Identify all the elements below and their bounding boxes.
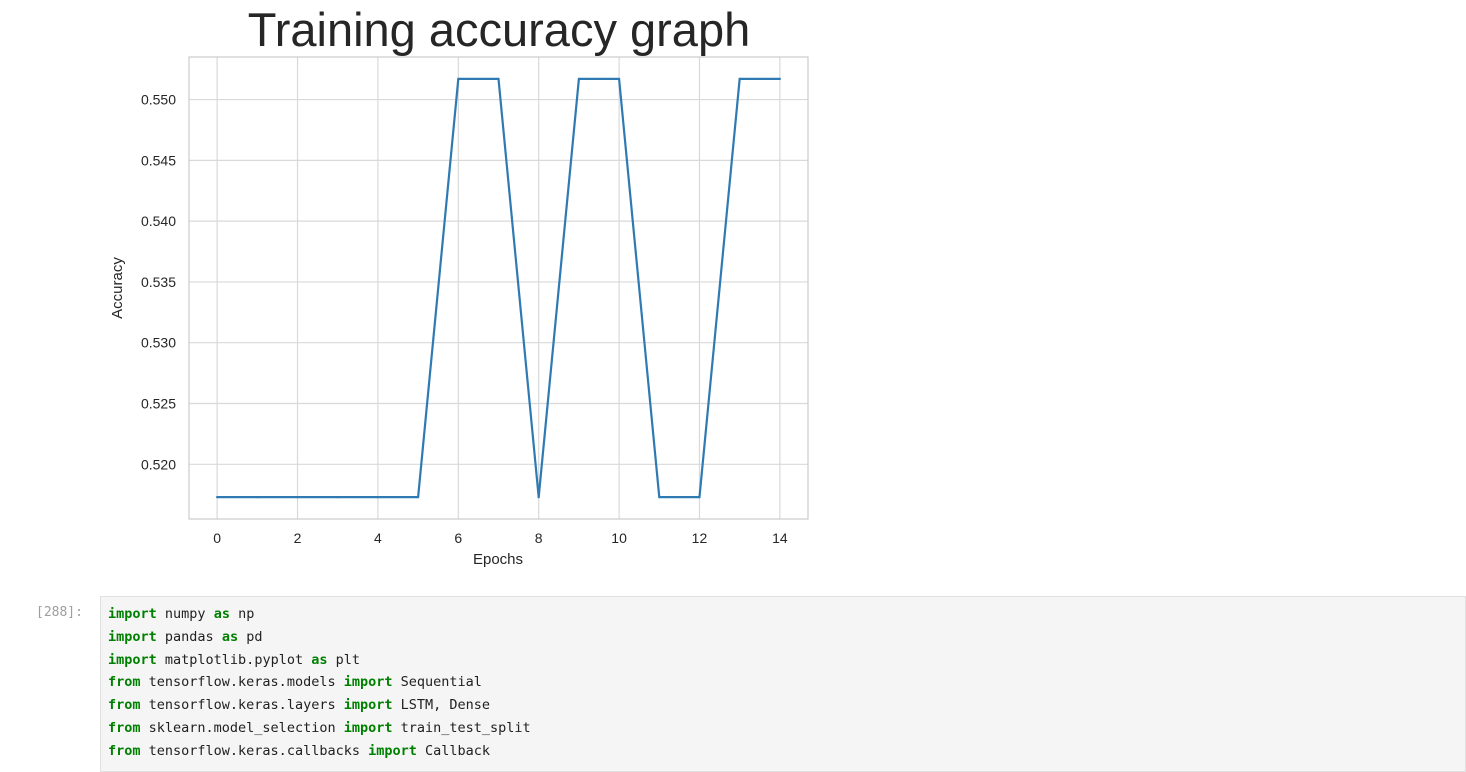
- code-line: from tensorflow.keras.callbacks import C…: [108, 740, 531, 763]
- x-tick-label: 2: [294, 530, 302, 546]
- y-tick-label: 0.545: [141, 152, 176, 168]
- code-token: Sequential: [392, 674, 482, 691]
- code-keyword: from: [108, 697, 141, 714]
- code-line: from tensorflow.keras.models import Sequ…: [108, 671, 531, 694]
- data-point: [577, 77, 580, 80]
- code-text[interactable]: import numpy as np import pandas as pd imp…: [108, 603, 531, 763]
- code-token: sklearn.model_selection: [140, 719, 344, 736]
- data-point: [457, 77, 460, 80]
- x-tick-label: 0: [213, 530, 221, 546]
- data-point: [497, 77, 500, 80]
- code-token: matplotlib.pyplot: [156, 651, 312, 668]
- data-point: [376, 496, 380, 499]
- code-line: import pandas as pd: [108, 626, 531, 649]
- y-axis-label: Accuracy: [109, 257, 126, 319]
- chart-output: 0 2 4 6 8 10 12 14 0.520 0.525 0.530 0.535 0.540 0.54…: [0, 0, 830, 580]
- data-point: [537, 496, 540, 499]
- x-tick-label: 12: [692, 530, 708, 546]
- code-line: import numpy as np: [108, 603, 531, 626]
- code-token: Callback: [416, 742, 491, 759]
- code-keyword: from: [108, 742, 141, 759]
- code-token: tensorflow.keras.callbacks: [140, 742, 369, 759]
- code-keyword: import: [343, 719, 393, 736]
- code-line: import matplotlib.pyplot as plt: [108, 649, 531, 672]
- y-tick-label: 0.525: [141, 396, 176, 412]
- data-point: [658, 496, 661, 499]
- data-point: [617, 77, 621, 80]
- code-keyword: as: [213, 606, 230, 622]
- code-keyword: import: [108, 651, 157, 668]
- code-line: from sklearn.model_selection import trai…: [108, 717, 531, 740]
- code-cell-editor[interactable]: import numpy as np import pandas as pd imp…: [100, 596, 1466, 772]
- x-axis-label: Epochs: [473, 551, 523, 568]
- accuracy-chart: 0 2 4 6 8 10 12 14 0.520 0.525 0.530 0.535 0.540 0.54…: [109, 3, 809, 568]
- code-token: train_test_split: [392, 719, 531, 736]
- data-point: [417, 496, 420, 499]
- data-point: [296, 496, 299, 499]
- y-tick-label: 0.520: [141, 456, 176, 472]
- x-tick-label: 8: [535, 530, 543, 546]
- code-keyword: from: [108, 674, 141, 691]
- code-token: numpy: [156, 606, 214, 622]
- y-tick-label: 0.540: [141, 213, 176, 229]
- data-point: [216, 496, 219, 499]
- data-point: [336, 496, 339, 499]
- code-token: plt: [327, 651, 360, 668]
- code-line: from tensorflow.keras.layers import LSTM…: [108, 694, 531, 717]
- code-token: pd: [238, 628, 263, 645]
- code-token: pandas: [156, 628, 222, 645]
- x-tick-label: 14: [772, 530, 788, 546]
- data-point: [778, 77, 781, 80]
- code-keyword: import: [343, 697, 393, 714]
- code-keyword: from: [108, 719, 141, 736]
- code-keyword: as: [311, 651, 328, 668]
- y-tick-label: 0.535: [141, 274, 176, 290]
- plot-area: [189, 57, 808, 519]
- data-point: [698, 496, 701, 499]
- code-keyword: import: [368, 742, 417, 759]
- code-token: np: [229, 606, 255, 622]
- code-keyword: import: [343, 674, 393, 691]
- code-keyword: import: [108, 628, 157, 645]
- code-keyword: import: [108, 606, 157, 622]
- x-tick-label: 6: [454, 530, 462, 546]
- data-point: [256, 496, 259, 499]
- cell-prompt: [288]:: [36, 605, 83, 620]
- code-token: LSTM, Dense: [392, 697, 491, 714]
- code-token: tensorflow.keras.models: [140, 674, 344, 691]
- y-tick-label: 0.530: [141, 335, 176, 351]
- data-point: [738, 77, 741, 80]
- x-tick-label: 4: [374, 530, 382, 546]
- plot-frame: [188, 56, 809, 520]
- chart-title: Training accuracy graph: [248, 3, 750, 56]
- code-token: tensorflow.keras.layers: [140, 697, 344, 714]
- code-keyword: as: [221, 628, 239, 645]
- y-tick-label: 0.550: [141, 92, 176, 108]
- x-tick-label: 10: [611, 530, 627, 546]
